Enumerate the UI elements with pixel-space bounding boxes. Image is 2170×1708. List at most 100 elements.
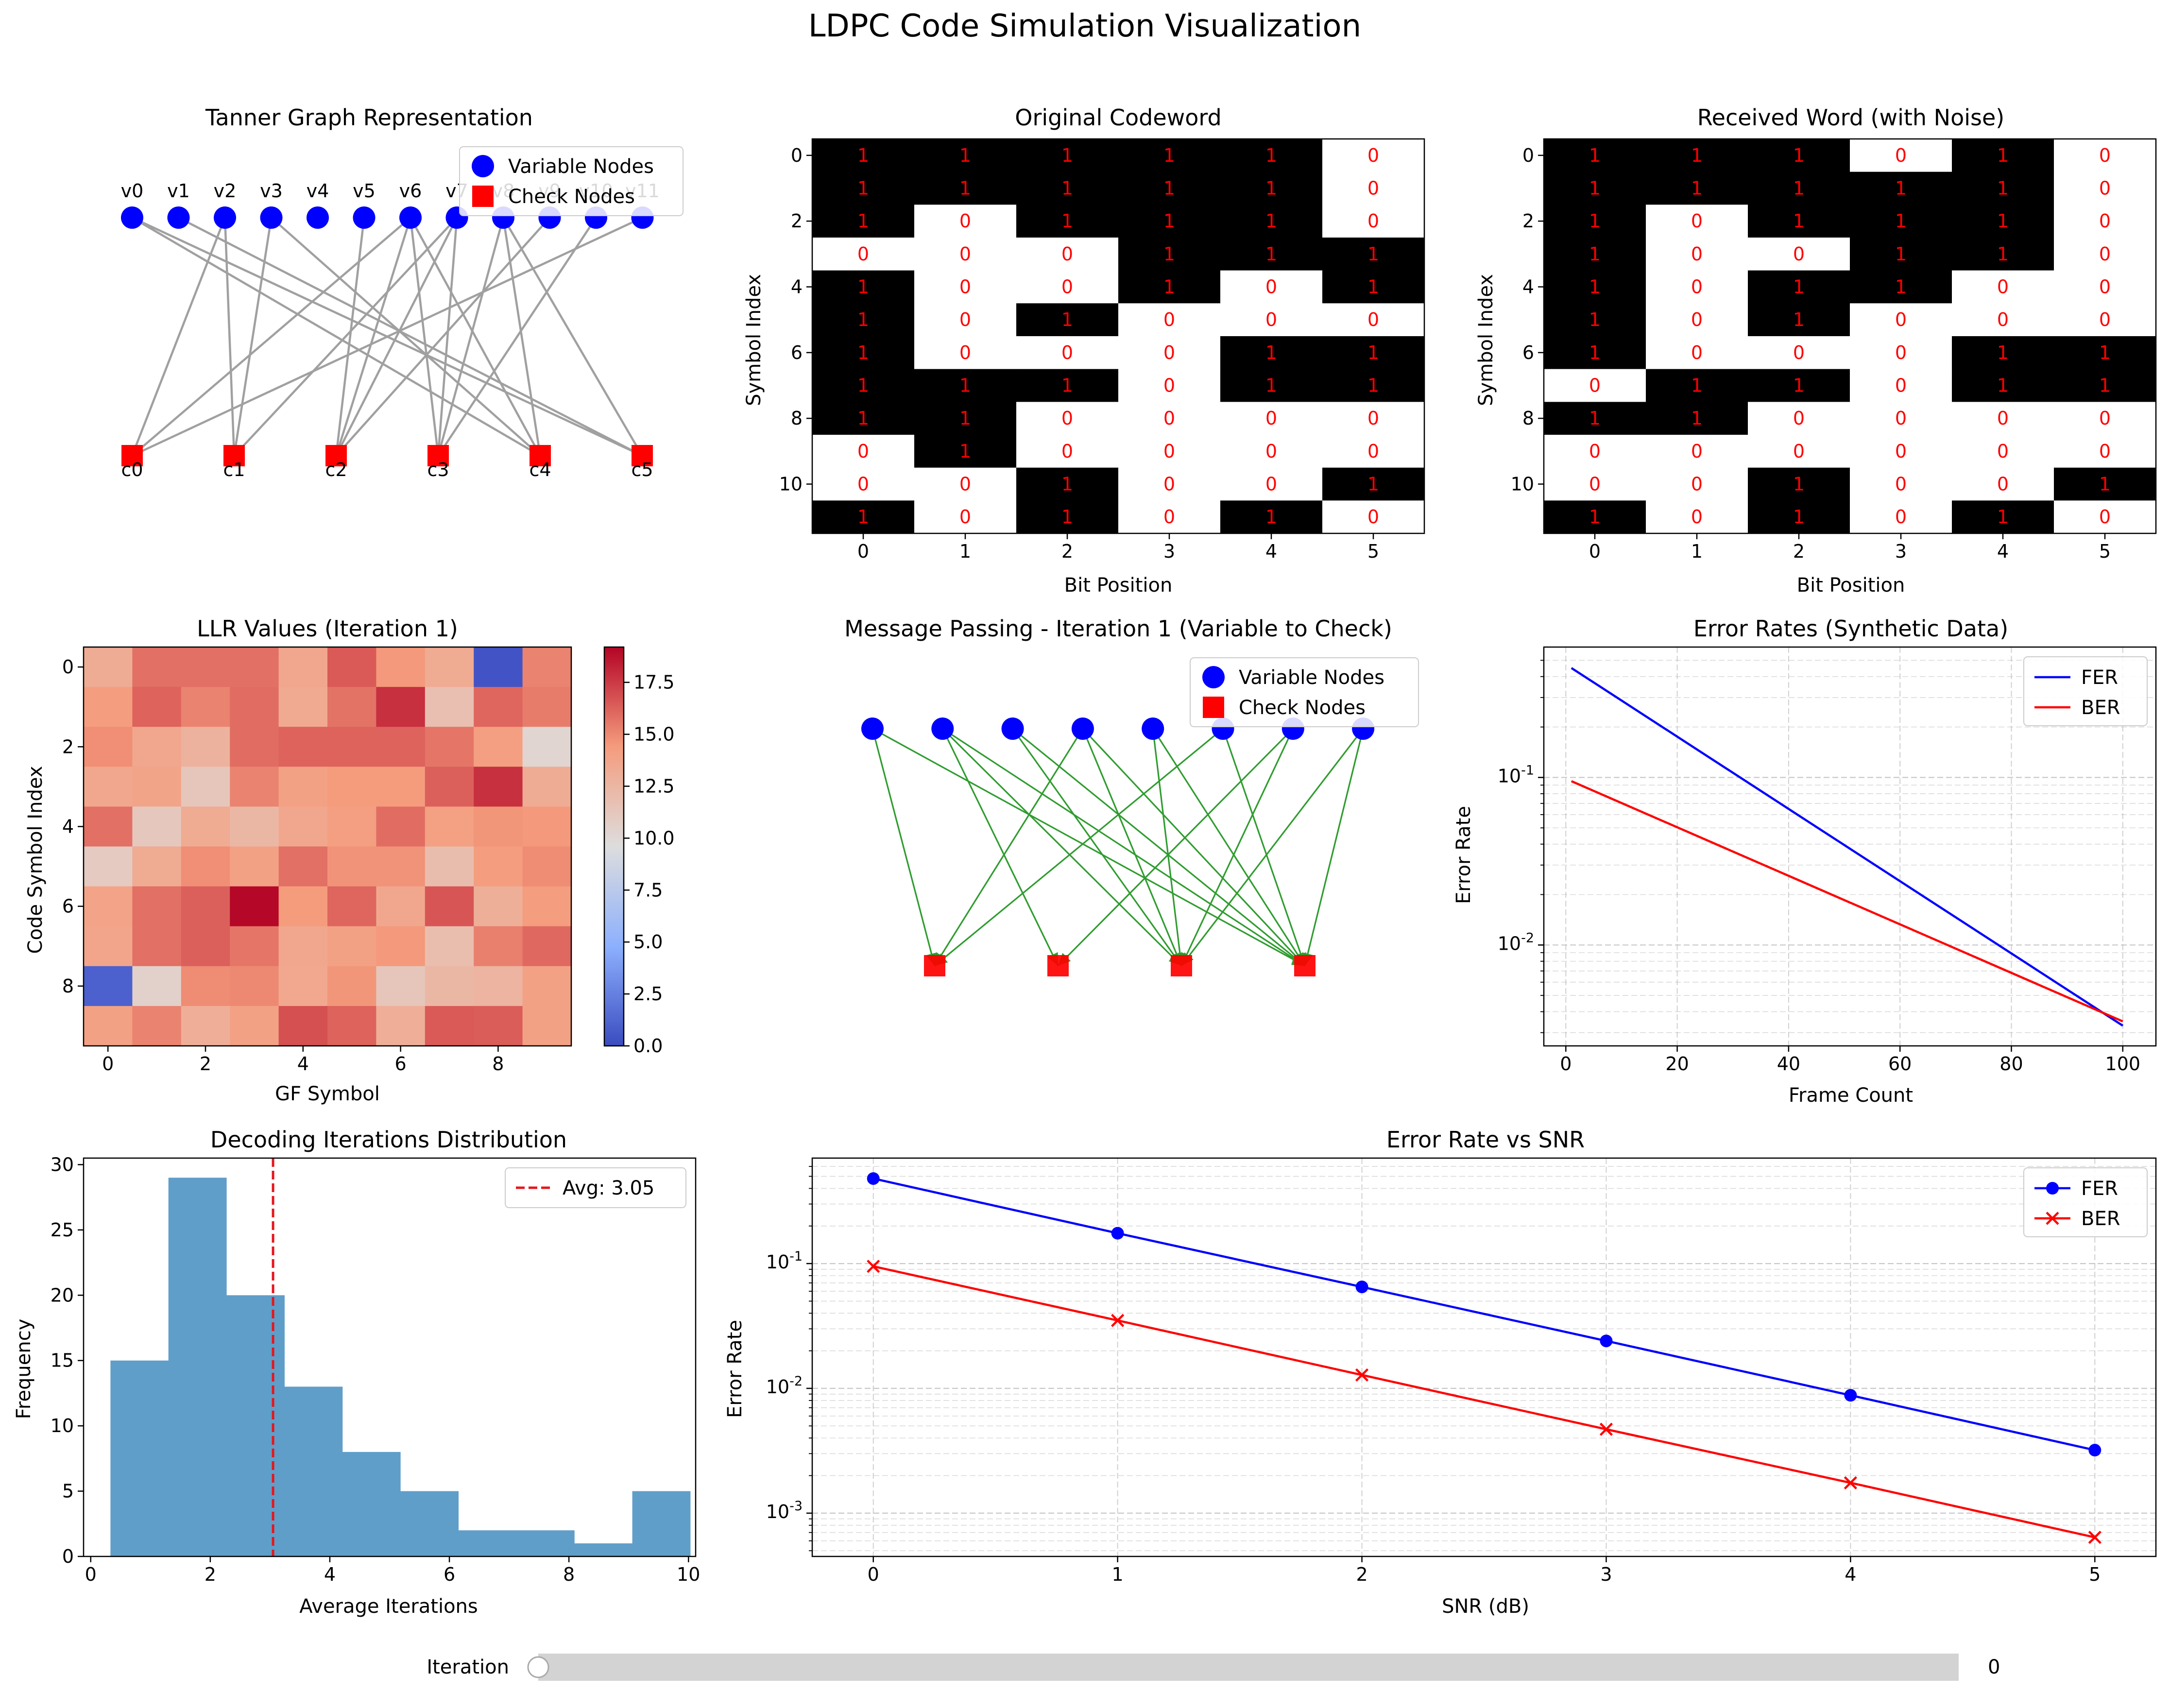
tanner-edge (131, 217, 541, 457)
tanner-variable-node (260, 206, 283, 229)
legend-variable-marker (1202, 666, 1225, 688)
received-xtick: 4 (1997, 541, 2009, 562)
received-ytick: 8 (1522, 408, 1534, 429)
snr-marker (1844, 1389, 1857, 1402)
llr-cell (327, 727, 376, 767)
original-cell-label: 0 (857, 474, 869, 495)
llr-cell (230, 806, 279, 847)
llr-cell (278, 767, 328, 807)
llr-xtick: 0 (102, 1053, 114, 1075)
legend-check-marker (472, 186, 494, 207)
colorbar-tick: 15.0 (633, 724, 675, 745)
original-cell (1322, 435, 1425, 468)
original-cell-label: 0 (1163, 375, 1175, 396)
slider-track[interactable] (538, 1654, 1959, 1681)
original-cell-label: 0 (1367, 408, 1379, 429)
original-cell-label: 1 (857, 145, 869, 166)
llr-cell (132, 966, 182, 1007)
received-cell-label: 1 (1589, 276, 1601, 298)
received-cell (1952, 402, 2054, 435)
histogram-bar (400, 1491, 459, 1556)
original-cell-label: 1 (1265, 243, 1277, 265)
original-xtick: 3 (1163, 541, 1175, 562)
received-cell (1850, 171, 1952, 205)
received-cell (1850, 139, 1952, 172)
llr-xtick: 2 (200, 1053, 211, 1075)
received-cell (1544, 467, 1646, 501)
frame-ytick-label: 10-1 (1498, 763, 1534, 786)
received-cell (1646, 139, 1748, 172)
received-cell-label: 0 (1793, 243, 1805, 265)
original-ytick: 2 (791, 210, 803, 232)
received-cell (2054, 205, 2156, 238)
original-cell (914, 369, 1017, 402)
slider-value: 0 (1988, 1656, 2000, 1678)
llr-cell (230, 846, 279, 887)
llr-cell (278, 886, 328, 927)
colorbar-tick: 0.0 (633, 1035, 663, 1057)
tanner-check-node (530, 445, 551, 466)
llr-cell (327, 966, 376, 1007)
original-cell (914, 270, 1017, 304)
llr-cell (376, 767, 426, 807)
received-cell-label: 1 (1793, 210, 1805, 232)
original-cell (1118, 336, 1221, 370)
llr-panel: LLR Values (Iteration 1) 0 2 4 6 8 0 2 4 6 8 0.0 2.… (24, 615, 675, 1105)
legend-variable-marker (472, 155, 494, 177)
original-cell-label: 1 (959, 145, 971, 166)
llr-cell (376, 966, 426, 1007)
original-cell (914, 205, 1017, 238)
snr-legend-label: FER (2081, 1178, 2118, 1200)
original-cell (1220, 369, 1323, 402)
llr-cell (230, 926, 279, 967)
iteration-slider[interactable]: Iteration 0 (427, 1654, 2000, 1681)
message-check-node (1047, 955, 1069, 976)
received-cell (1850, 336, 1952, 370)
original-cell (1220, 171, 1323, 205)
original-cell (914, 500, 1017, 534)
original-cell (1118, 467, 1221, 501)
original-cell (1322, 270, 1425, 304)
received-cell (1850, 467, 1952, 501)
original-cell-label: 1 (1265, 178, 1277, 199)
original-cell-label: 0 (1163, 441, 1175, 462)
llr-cell (522, 966, 572, 1007)
original-cell-label: 1 (857, 408, 869, 429)
received-cell (1952, 435, 2054, 468)
original-cell (914, 467, 1017, 501)
llr-cell (181, 886, 230, 927)
original-cell (1322, 369, 1425, 402)
message-edge (871, 728, 936, 966)
histogram-legend (505, 1167, 686, 1208)
original-cell-label: 1 (1367, 342, 1379, 363)
received-cell-label: 0 (1997, 441, 2009, 462)
tanner-check-label: c5 (631, 459, 653, 480)
slider-handle[interactable] (527, 1656, 549, 1678)
message-edge (934, 728, 1084, 966)
message-edge (942, 728, 1182, 967)
received-cell (1748, 205, 1850, 238)
original-cell-label: 1 (1367, 276, 1379, 298)
tanner-check-node (325, 445, 347, 466)
original-frame (811, 138, 1425, 534)
received-cell (2054, 500, 2156, 534)
llr-cell (278, 966, 328, 1007)
frame-ytick-label: 10-2 (1498, 930, 1534, 954)
snr-marker (1355, 1368, 1369, 1382)
received-xtick: 2 (1793, 541, 1805, 562)
received-cell (2054, 369, 2156, 402)
received-cell (2054, 270, 2156, 304)
original-cell-label: 0 (1265, 474, 1277, 495)
original-cell-label: 1 (1061, 506, 1073, 528)
llr-cell (181, 806, 230, 847)
llr-cell (474, 647, 523, 687)
snr-title: Error Rate vs SNR (1386, 1127, 1585, 1153)
received-xtick: 3 (1895, 541, 1907, 562)
received-cell-label: 1 (1793, 145, 1805, 166)
received-cell (1646, 402, 1748, 435)
llr-cell (230, 886, 279, 927)
message-edge (1082, 728, 1182, 966)
original-cell-label: 1 (857, 178, 869, 199)
llr-cell (474, 926, 523, 967)
original-codeword-xlabel: Bit Position (1064, 574, 1173, 597)
